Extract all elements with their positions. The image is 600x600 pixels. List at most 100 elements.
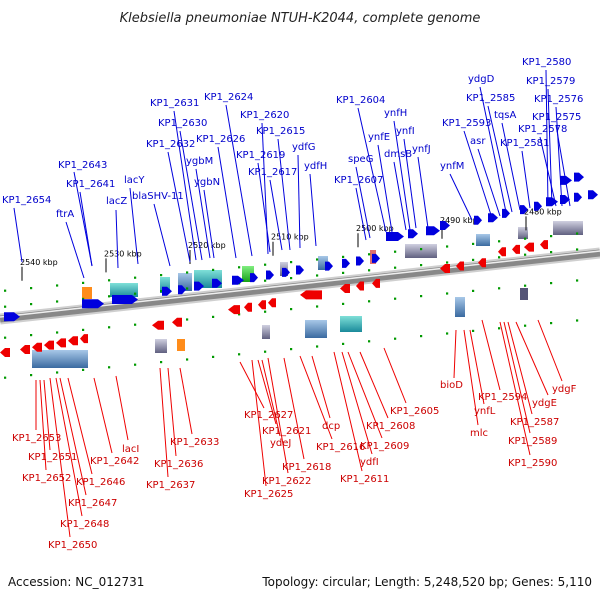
forward-track-inner-dot (82, 297, 85, 300)
forward-leader-line (501, 122, 521, 211)
reverse-track-inner-dot (524, 284, 527, 287)
forward-gene-arrow (574, 172, 584, 182)
forward-track-outer-dot (550, 235, 553, 238)
reverse-gene-label: dcp (322, 421, 340, 432)
reverse-leader-line (333, 351, 363, 472)
forward-gene-arrow (502, 208, 510, 218)
forward-gene-label: KP1_2631 (150, 98, 199, 109)
reverse-leader-line (49, 377, 71, 538)
forward-leader-line (203, 189, 215, 259)
forward-gene-label: speG (348, 154, 373, 165)
reverse-gene-label: KP1_2618 (282, 462, 331, 473)
forward-gene-arrow (232, 275, 244, 285)
forward-gene-arrow (342, 258, 350, 268)
forward-track-outer-dot (472, 242, 475, 245)
annotation-band (32, 350, 88, 368)
reverse-gene-arrow (32, 342, 42, 352)
reverse-gene-arrow (268, 298, 276, 308)
scale-label: 2530 kbp (104, 249, 142, 258)
reverse-gene-label: ydfI (360, 457, 379, 468)
leader-lines (13, 69, 571, 538)
forward-leader-line (297, 154, 301, 249)
forward-track-outer-dot (186, 271, 189, 274)
forward-leader-line (393, 120, 411, 231)
reverse-track-inner-dot (4, 336, 7, 339)
reverse-gene-label: KP1_2609 (360, 441, 409, 452)
reverse-gene-label: mlc (470, 428, 488, 439)
annotation-band (553, 221, 583, 235)
reverse-leader-line (469, 329, 485, 405)
reverse-gene-label: KP1_2590 (508, 458, 557, 469)
reverse-track-outer-dot (472, 329, 475, 332)
forward-gene-arrow (488, 213, 498, 223)
forward-gene-arrow (325, 261, 333, 271)
forward-leader-line (463, 130, 493, 219)
reverse-track-inner-dot (420, 295, 423, 298)
backbone-line (0, 249, 600, 323)
scale-label: 2520 kbp (188, 241, 226, 250)
forward-gene-label: KP1_2615 (256, 126, 305, 137)
forward-gene-arrow (282, 267, 290, 277)
reverse-gene-label: KP1_2636 (154, 459, 203, 470)
annotation-band (110, 283, 138, 297)
reverse-track-inner-dot (290, 308, 293, 311)
forward-track-inner-dot (368, 269, 371, 272)
reverse-gene-arrow (440, 264, 450, 273)
reverse-track-outer-dot (160, 361, 163, 364)
forward-gene-arrow (356, 256, 364, 266)
forward-gene-label: ftrA (56, 209, 74, 220)
forward-gene-label: tqsA (494, 110, 516, 121)
reverse-track-outer-dot (264, 350, 267, 353)
forward-track-outer-dot (368, 253, 371, 256)
forward-track-outer-dot (394, 250, 397, 253)
reverse-track-outer-dot (342, 342, 345, 345)
forward-track-inner-dot (524, 253, 527, 256)
reverse-gene-arrow (80, 334, 88, 344)
forward-leader-line (355, 187, 367, 241)
scale-label: 2480 kbp (524, 207, 562, 216)
forward-gene-label: KP1_2620 (240, 110, 289, 121)
reverse-leader-line (499, 321, 531, 456)
reverse-leader-line (239, 361, 265, 409)
reverse-track-outer-dot (576, 319, 579, 322)
reverse-gene-label: KP1_2633 (170, 437, 219, 448)
forward-leader-line (377, 144, 393, 233)
forward-track-outer-dot (108, 279, 111, 282)
reverse-track-outer-dot (56, 371, 59, 374)
forward-track-outer-dot (524, 237, 527, 240)
reverse-gene-label: KP1_2642 (90, 456, 139, 467)
forward-gene-arrow (474, 215, 482, 225)
forward-leader-line (129, 187, 139, 265)
forward-track-outer-dot (82, 281, 85, 284)
forward-gene-label: KP1_2604 (336, 95, 385, 106)
reverse-track-outer-dot (524, 324, 527, 327)
reverse-gene-label: KP1_2589 (508, 436, 557, 447)
forward-gene-label: KP1_2643 (58, 160, 107, 171)
scale-label: 2510 kbp (271, 233, 309, 242)
reverse-track-inner-dot (134, 323, 137, 326)
reverse-leader-line (179, 367, 193, 435)
forward-leader-line (393, 161, 407, 231)
reverse-leader-line (115, 375, 129, 441)
reverse-track-inner-dot (238, 313, 241, 316)
reverse-track-inner-dot (368, 300, 371, 303)
reverse-leader-line (481, 319, 501, 391)
reverse-gene-arrow (512, 244, 520, 254)
reverse-track-outer-dot (108, 366, 111, 369)
reverse-track-inner-dot (264, 310, 267, 313)
forward-gene-arrow (250, 273, 258, 283)
reverse-leader-line (515, 321, 549, 396)
forward-gene-arrow (534, 201, 542, 211)
reverse-gene-arrow (372, 278, 380, 288)
forward-track-inner-dot (342, 271, 345, 274)
forward-track-outer-dot (290, 261, 293, 264)
reverse-track-outer-dot (498, 327, 501, 330)
forward-leader-line (261, 122, 269, 255)
reverse-gene-label: KP1_2653 (12, 433, 61, 444)
forward-track-inner-dot (134, 292, 137, 295)
annotation-band (155, 339, 167, 353)
reverse-track-outer-dot (30, 374, 33, 377)
reverse-gene-arrow (300, 290, 322, 300)
annotation-band (476, 234, 490, 246)
forward-gene-label: KP1_2630 (158, 118, 207, 129)
